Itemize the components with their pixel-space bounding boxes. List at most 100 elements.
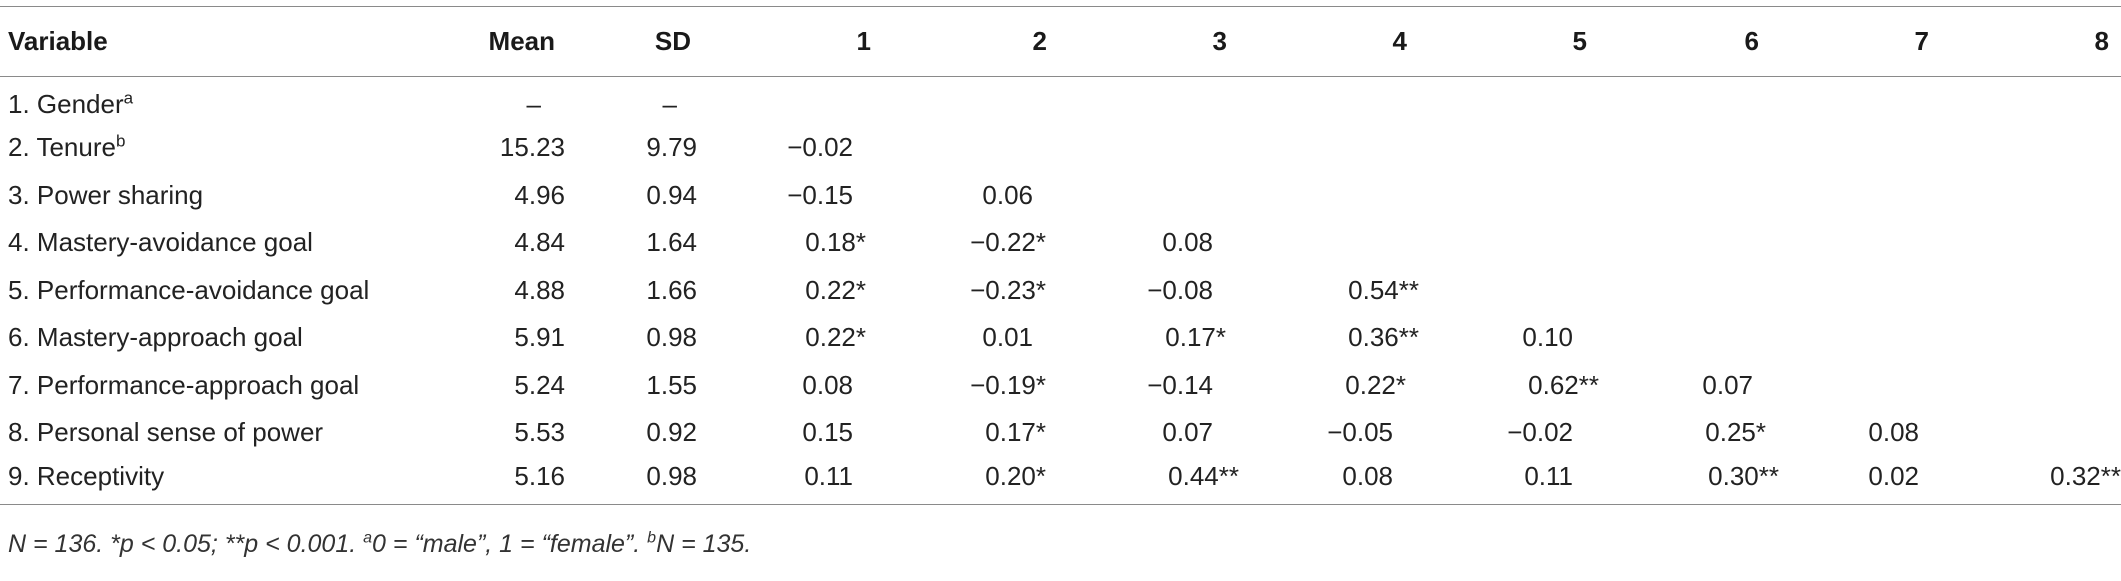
variable-label: 9. Receptivity — [8, 460, 165, 491]
table-row: 8. Personal sense of power 5.53 0.92 0.15 0.… — [0, 409, 2121, 457]
correlation-cell-8 — [1955, 77, 2121, 125]
correlation-cell-6 — [1609, 124, 1791, 172]
variable-cell: 9. Receptivity — [0, 456, 452, 505]
mean-cell: 5.53 — [514, 417, 565, 448]
mean-cell: 4.84 — [514, 227, 565, 258]
correlation-cell-2: 0.17* — [985, 417, 1046, 448]
correlation-cell-6 — [1609, 314, 1791, 362]
correlation-cell-6: 0.30** — [1609, 456, 1791, 505]
table-row: 2. Tenureb 15.23 9.79 −0.02 — [0, 124, 2121, 172]
correlation-cell-1: −0.15 — [787, 179, 853, 210]
table-row: 1. Gendera – – — [0, 77, 2121, 125]
correlation-cell-5: 0.10 — [1522, 322, 1573, 353]
correlation-cell-7 — [1791, 362, 1955, 410]
correlation-cell-6 — [1609, 77, 1791, 125]
variable-cell: 1. Gendera — [0, 77, 452, 125]
correlation-cell-3: 0.08 — [1162, 227, 1213, 258]
correlation-cell-5 — [1429, 124, 1609, 172]
correlation-cell-2: 0.06 — [982, 179, 1033, 210]
correlation-cell-3: −0.14 — [1147, 369, 1213, 400]
correlation-cell-6: 0.25* — [1705, 417, 1766, 448]
table-row: 7. Performance-approach goal 5.24 1.55 0.08… — [0, 362, 2121, 410]
correlation-cell-6 — [1609, 219, 1791, 267]
correlation-cell-4 — [1249, 77, 1429, 125]
mean-cell: – — [526, 89, 541, 119]
header-variable: Variable — [0, 6, 452, 77]
sd-cell: 1.66 — [646, 274, 697, 305]
correlation-cell-7: 0.08 — [1868, 417, 1919, 448]
correlation-cell-3 — [1069, 77, 1249, 125]
header-col-5: 5 — [1429, 6, 1609, 77]
variable-cell: 6. Mastery-approach goal — [0, 314, 452, 362]
correlation-cell-3: 0.07 — [1162, 417, 1213, 448]
sd-cell: – — [662, 89, 677, 119]
footnote-sup-a: a — [363, 529, 373, 547]
table-row: 5. Performance-avoidance goal 4.88 1.66 0.2… — [0, 267, 2121, 315]
header-col-sd: SD — [569, 6, 719, 77]
header-col-4: 4 — [1249, 6, 1429, 77]
correlation-cell-7 — [1791, 172, 1955, 220]
mean-cell: 4.88 — [514, 274, 565, 305]
sd-cell: 0.92 — [646, 417, 697, 448]
correlation-cell-6 — [1609, 172, 1791, 220]
correlation-cell-8 — [1955, 219, 2121, 267]
sd-cell: 1.64 — [646, 227, 697, 258]
correlation-cell-8 — [1955, 409, 2121, 457]
correlation-cell-6: 0.07 — [1702, 369, 1753, 400]
correlation-cell-4: 0.36** — [1348, 322, 1419, 353]
variable-label: 7. Performance-approach goal — [8, 369, 360, 400]
header-col-8: 8 — [1955, 6, 2121, 77]
mean-cell: 5.16 — [452, 456, 569, 505]
variable-cell: 5. Performance-avoidance goal — [0, 267, 452, 315]
correlation-cell-3: 0.44** — [1069, 456, 1249, 505]
correlation-cell-7 — [1791, 219, 1955, 267]
header-col-2: 2 — [889, 6, 1069, 77]
mean-cell: 5.24 — [514, 369, 565, 400]
correlation-cell-5: 0.62** — [1528, 369, 1599, 400]
correlation-cell-2: −0.19* — [970, 369, 1046, 400]
footnote-stats: N = 136. *p < 0.05; **p < 0.001. — [8, 530, 364, 558]
sd-cell: 0.98 — [646, 322, 697, 353]
table-footnote: N = 136. *p < 0.05; **p < 0.001. a0 = “m… — [8, 530, 751, 559]
correlation-cell-7 — [1791, 77, 1955, 125]
header-col-1: 1 — [719, 6, 889, 77]
correlation-cell-2 — [889, 124, 1069, 172]
table-header-row: Variable Mean SD 1 2 3 4 5 6 7 8 — [0, 6, 2121, 77]
correlation-cell-6 — [1609, 267, 1791, 315]
correlation-cell-7 — [1791, 267, 1955, 315]
correlation-table: Variable Mean SD 1 2 3 4 5 6 7 8 1. Gendera – – 2. Te… — [0, 6, 2121, 505]
variable-label: 1. Gender — [8, 89, 124, 119]
correlation-cell-8 — [1955, 362, 2121, 410]
header-col-6: 6 — [1609, 6, 1791, 77]
correlation-cell-1: 0.11 — [719, 456, 889, 505]
variable-cell: 8. Personal sense of power — [0, 409, 452, 457]
variable-label: 4. Mastery-avoidance goal — [8, 227, 313, 258]
mean-cell: 5.91 — [514, 322, 565, 353]
header-col-7: 7 — [1791, 6, 1955, 77]
correlation-cell-1 — [719, 77, 889, 125]
correlation-cell-4 — [1249, 172, 1429, 220]
correlation-cell-5 — [1429, 77, 1609, 125]
correlation-cell-5 — [1429, 219, 1609, 267]
variable-footnote-marker: a — [123, 88, 134, 108]
correlation-cell-5: −0.02 — [1507, 417, 1573, 448]
correlation-cell-2: −0.22* — [970, 227, 1046, 258]
header-col-3: 3 — [1069, 6, 1249, 77]
table-row: 9. Receptivity 5.16 0.98 0.11 0.20* 0.44** 0.0… — [0, 456, 2121, 505]
correlation-cell-3 — [1069, 172, 1249, 220]
correlation-cell-1: 0.08 — [802, 369, 853, 400]
variable-cell: 4. Mastery-avoidance goal — [0, 219, 452, 267]
header-col-mean: Mean — [452, 6, 569, 77]
table-row: 4. Mastery-avoidance goal 4.84 1.64 0.18* −0… — [0, 219, 2121, 267]
correlation-cell-5: 0.11 — [1429, 456, 1609, 505]
variable-cell: 3. Power sharing — [0, 172, 452, 220]
correlation-cell-4: 0.54** — [1348, 274, 1419, 305]
correlation-cell-4 — [1249, 219, 1429, 267]
correlation-cell-4: 0.08 — [1249, 456, 1429, 505]
variable-label: 2. Tenure — [8, 132, 116, 163]
table-row: 3. Power sharing 4.96 0.94 −0.15 0.06 — [0, 172, 2121, 220]
correlation-cell-8 — [1955, 124, 2121, 172]
mean-cell: 4.96 — [514, 179, 565, 210]
correlation-cell-3: −0.08 — [1147, 274, 1213, 305]
